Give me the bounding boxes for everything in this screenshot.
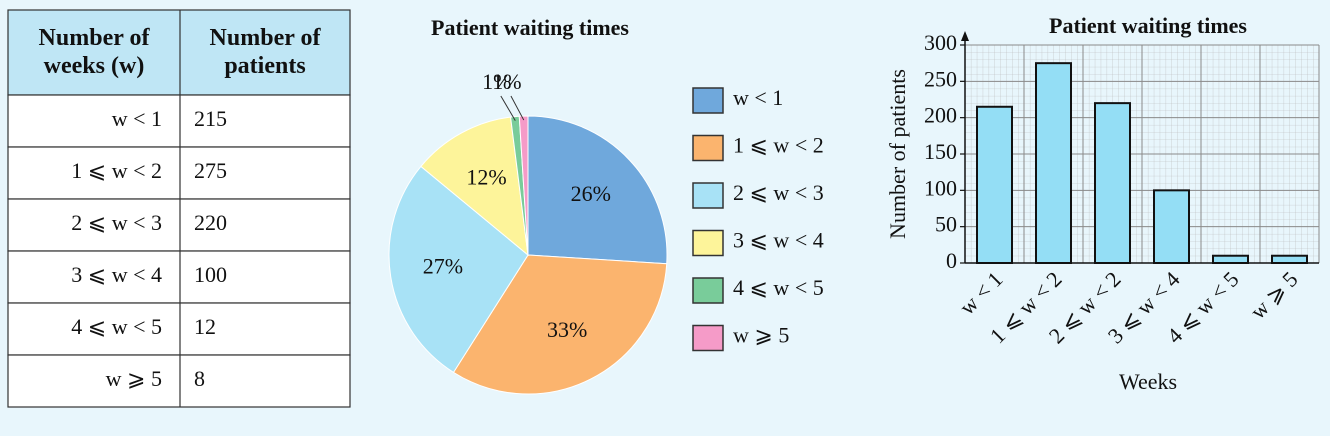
legend-swatch xyxy=(692,182,724,209)
chart-title: Patient waiting times xyxy=(431,15,629,40)
pie-slice xyxy=(388,165,529,374)
legend-swatch xyxy=(692,87,724,114)
x-axis-label: Weeks xyxy=(1119,369,1177,394)
bar xyxy=(1035,62,1072,264)
bar xyxy=(1094,102,1131,264)
data-label: 12% xyxy=(466,165,506,190)
legend-swatch xyxy=(692,229,724,257)
legend-label: 4 ⩽ w < 5 xyxy=(733,275,824,300)
bar xyxy=(1271,254,1308,265)
legend-label: 3 ⩽ w < 4 xyxy=(733,228,824,253)
table-row xyxy=(7,302,351,356)
leader-line xyxy=(500,95,516,121)
table-row xyxy=(7,354,351,408)
table-cell: w ⩾ 5 xyxy=(106,366,162,391)
data-label: 33% xyxy=(547,317,587,342)
table-cell: 100 xyxy=(194,262,227,287)
table: Number of weeks (w) Number of patients w <… xyxy=(7,9,351,408)
legend-label: w ⩾ 5 xyxy=(733,323,789,348)
legend-swatch xyxy=(692,324,724,352)
table-cell: 215 xyxy=(194,106,227,131)
table-cell: 12 xyxy=(194,314,216,339)
legend-label: 2 ⩽ w < 3 xyxy=(733,180,824,205)
table-cell: 3 ⩽ w < 4 xyxy=(71,262,162,287)
bar xyxy=(1153,189,1190,264)
y-axis-arrow xyxy=(961,31,969,41)
y-tick-label: 150 xyxy=(924,139,957,164)
table-cell: 2 ⩽ w < 3 xyxy=(71,210,162,235)
bar-chart: Patient waiting times050100150200250300w… xyxy=(885,13,1320,394)
legend-swatch xyxy=(692,277,724,304)
y-axis-label: Number of patients xyxy=(885,69,910,239)
table-row xyxy=(7,94,351,148)
table-header-bg xyxy=(7,9,351,96)
pie-slice xyxy=(527,115,668,265)
pie-chart: Patient waiting times 26% 33% 27% 12% 1%1% w <… xyxy=(388,15,824,395)
table-cell: 1 ⩽ w < 2 xyxy=(71,158,162,183)
legend-label: 1 ⩽ w < 2 xyxy=(733,133,824,158)
data-label: 26% xyxy=(571,181,611,206)
bar xyxy=(976,105,1013,265)
table-header-cell: Number of weeks (w) xyxy=(38,24,150,79)
data-label: 1% xyxy=(482,69,511,94)
table-cell: 220 xyxy=(194,210,227,235)
table-row xyxy=(7,198,351,252)
pie-slice xyxy=(518,115,529,256)
data-label: 27% xyxy=(423,254,463,279)
legend-swatch xyxy=(692,134,724,162)
y-tick-label: 200 xyxy=(924,103,957,128)
leader-line xyxy=(510,95,525,121)
table-row xyxy=(7,146,351,200)
pie-slice xyxy=(420,116,529,257)
chart-title: Patient waiting times xyxy=(1049,13,1247,38)
bar xyxy=(1212,254,1249,265)
header-text: Number of patients xyxy=(209,24,321,79)
y-tick-label: 100 xyxy=(924,175,957,200)
header-text: Number of weeks (w) xyxy=(38,24,150,79)
table-cell: w < 1 xyxy=(112,106,162,131)
table-row xyxy=(7,250,351,304)
y-tick-label: 0 xyxy=(946,248,957,273)
table-header-cell: Number of patients xyxy=(209,24,321,79)
table-cell: 4 ⩽ w < 5 xyxy=(71,314,162,339)
table-cell: 275 xyxy=(194,158,227,183)
pie-slice xyxy=(452,254,668,395)
table-cell: 8 xyxy=(194,366,205,391)
y-tick-label: 300 xyxy=(924,30,957,55)
legend-label: w < 1 xyxy=(733,85,783,110)
y-tick-label: 250 xyxy=(924,66,957,91)
y-tick-label: 50 xyxy=(935,212,957,237)
data-label: 1% xyxy=(492,69,521,94)
